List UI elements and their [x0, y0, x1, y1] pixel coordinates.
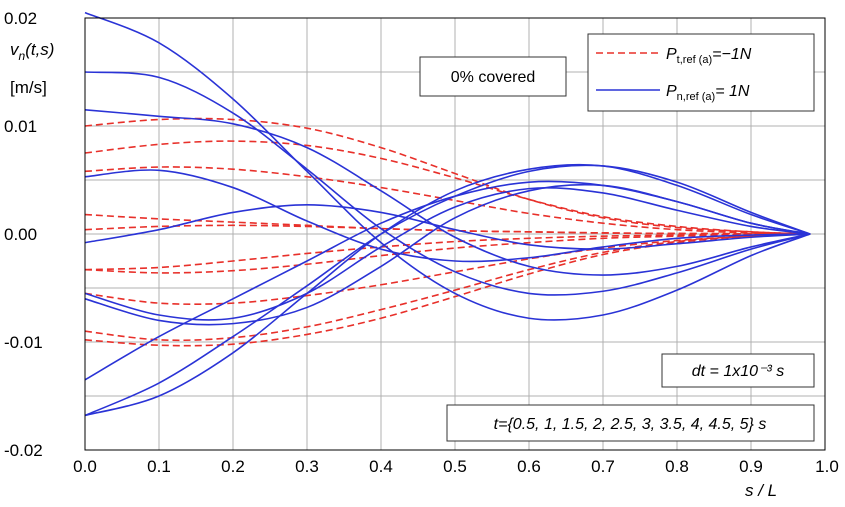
series-line-solid	[84, 180, 811, 381]
series-layer	[84, 11, 811, 417]
x-tick-label: 0.4	[369, 457, 393, 476]
series-line-dashed	[84, 140, 811, 235]
legend: Pt,ref (a)=−1N Pn,ref (a)= 1N	[587, 33, 815, 112]
legend-entry-solid: Pn,ref (a)= 1N	[666, 83, 750, 103]
series-line-dashed	[84, 233, 811, 271]
series-line-dashed	[84, 233, 811, 306]
series-line-dashed	[84, 166, 811, 235]
times-text: t={0.5, 1, 1.5, 2, 2.5, 3, 3.5, 4, 4.5, …	[494, 416, 767, 433]
x-tick-label: 0.1	[147, 457, 171, 476]
covered-text: 0% covered	[451, 69, 536, 86]
x-tick-label: 0.0	[73, 457, 97, 476]
plot-frame	[84, 17, 826, 451]
y-tick-label: 0.00	[4, 225, 37, 244]
x-tick-label: 0.3	[295, 457, 319, 476]
series-line-dashed	[84, 117, 811, 235]
series-line-dashed	[84, 233, 811, 274]
y-tick-label: -0.01	[4, 333, 43, 352]
x-tick-label: 0.7	[591, 457, 615, 476]
series-line-dashed	[84, 224, 811, 235]
series-line-dashed	[84, 233, 811, 342]
series-line-solid	[84, 163, 811, 417]
legend-entry-dashed: Pt,ref (a)=−1N	[666, 46, 752, 66]
y-tick-label: 0.01	[4, 117, 37, 136]
x-tick-label: 0.9	[739, 457, 763, 476]
series-line-solid	[84, 187, 811, 321]
times-annotation: t={0.5, 1, 1.5, 2, 2.5, 3, 3.5, 4, 4.5, …	[446, 404, 815, 442]
dt-text: dt = 1x10⁻³ s	[692, 363, 785, 380]
covered-annotation: 0% covered	[419, 56, 567, 97]
y-tick-label: -0.02	[4, 441, 43, 460]
series-line-solid	[84, 109, 811, 276]
x-axis-label: s / L	[745, 481, 777, 500]
x-tick-label: 0.8	[665, 457, 689, 476]
y-axis-label-line2: [m/s]	[10, 78, 47, 97]
y-tick-label: 0.02	[4, 9, 37, 28]
series-line-solid	[84, 71, 811, 296]
series-line-solid	[84, 204, 811, 250]
tick-labels: 0.0 0.1 0.2 0.3 0.4 0.5 0.6 0.7 0.8 0.9 1.0 0.02 0.0…	[4, 9, 839, 476]
x-tick-label: 0.5	[443, 457, 467, 476]
x-tick-label: 0.2	[221, 457, 245, 476]
dt-annotation: dt = 1x10⁻³ s	[661, 353, 815, 388]
series-line-solid	[84, 169, 811, 263]
x-tick-label: 1.0	[815, 457, 839, 476]
x-tick-label: 0.6	[517, 457, 541, 476]
series-line-solid	[84, 11, 811, 321]
series-line-solid	[84, 164, 811, 417]
series-line-dashed	[84, 233, 811, 347]
